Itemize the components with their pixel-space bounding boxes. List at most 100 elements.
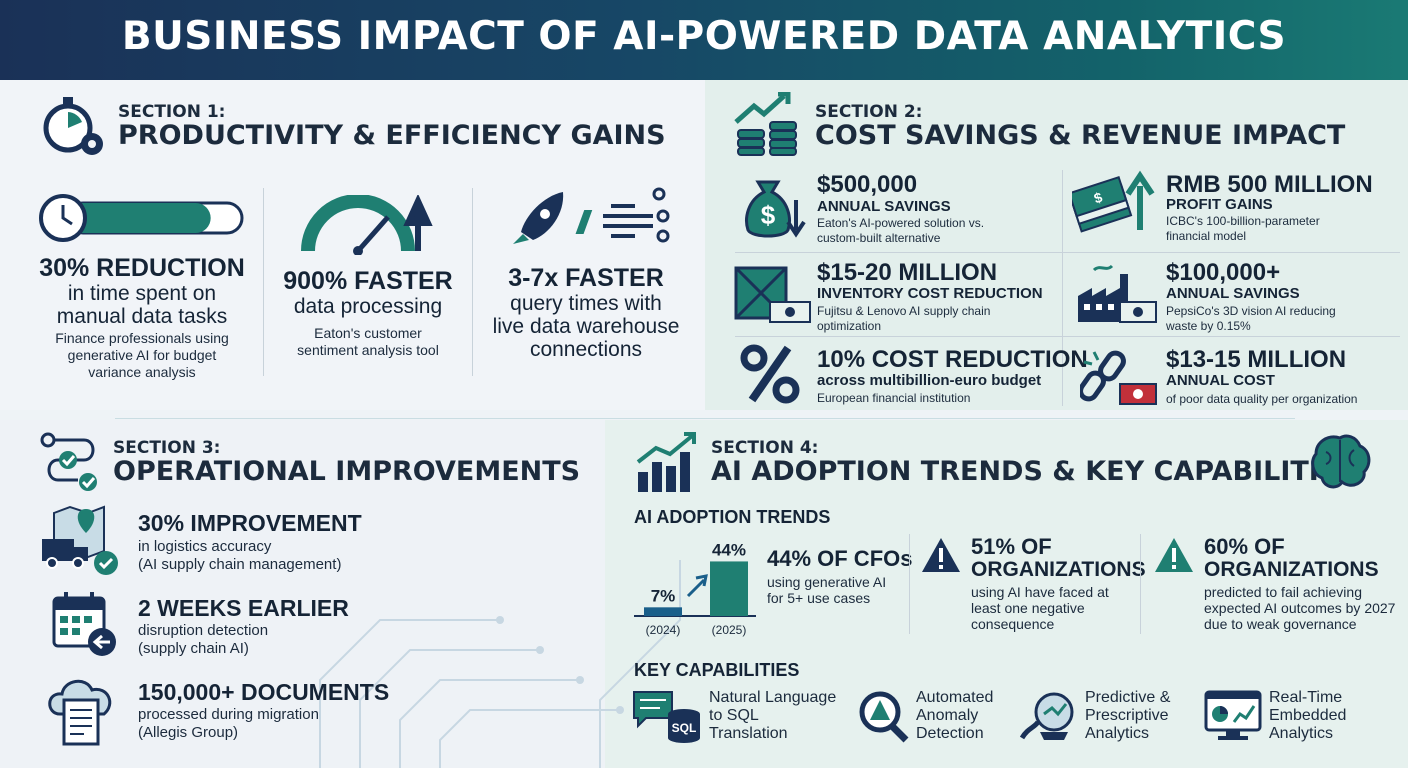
- section-divider: [115, 418, 1295, 419]
- cost-item-1-label: ANNUAL SAVINGS: [817, 198, 951, 215]
- divider: [1140, 534, 1141, 634]
- ops-item-1-desc2: (AI supply chain management): [138, 556, 342, 573]
- ops-item-3-desc2: (Allegis Group): [138, 724, 239, 741]
- warning-icon: [1153, 536, 1195, 574]
- cloud-document-icon: [44, 674, 124, 748]
- stat1-desc2: generative AI for budget: [67, 347, 217, 363]
- growth-coins-icon: [732, 92, 802, 156]
- stat1-line2: in time spent on: [67, 282, 217, 305]
- cash-stack-icon: $: [1072, 170, 1158, 236]
- cost-item-4-desc2: waste by 0.15%: [1166, 319, 1251, 333]
- cost-item-5-desc1: European financial institution: [817, 391, 971, 405]
- warn1-desc3: consequence: [971, 616, 1055, 632]
- sql-chat-icon: SQL: [632, 688, 702, 744]
- sql-badge: SQL: [672, 721, 697, 735]
- warn2-desc3: due to weak governance: [1204, 616, 1357, 632]
- chart-bar-2: [710, 561, 748, 616]
- cost-item-4-desc1: PepsiCo's 3D vision AI reducing: [1166, 304, 1336, 318]
- stat2-headline: 900% FASTER: [283, 267, 453, 295]
- divider: [1062, 170, 1063, 406]
- divider: [263, 188, 264, 376]
- cost-item-3-desc2: optimization: [817, 319, 882, 333]
- cost-item-2-headline: RMB 500 MILLION: [1166, 171, 1373, 198]
- chart-trend-arrow: [686, 574, 708, 598]
- cost-item-6-label: ANNUAL COST: [1166, 372, 1275, 389]
- clock-progress-icon: [38, 193, 248, 243]
- trends-label: AI ADOPTION TRENDS: [634, 507, 831, 527]
- chart-data-label-1: 7%: [651, 586, 676, 605]
- cost-item-3-desc1: Fujitsu & Lenovo AI supply chain: [817, 304, 991, 318]
- ops-item-3-headline: 150,000+ DOCUMENTS: [138, 679, 390, 705]
- factory-icon: [1074, 260, 1160, 328]
- cost-item-4-label: ANNUAL SAVINGS: [1166, 285, 1300, 302]
- cost-item-2-desc1: ICBC's 100-billion-parameter: [1166, 214, 1320, 228]
- cost-item-1-desc2: custom-built alternative: [817, 231, 941, 245]
- divider: [472, 188, 473, 376]
- ops-item-1-desc1: in logistics accuracy: [138, 538, 272, 555]
- section2-panel: [705, 80, 1408, 410]
- capability-3-label: Predictive & Prescriptive Analytics: [1085, 689, 1171, 742]
- cost-item-5-headline: 10% COST REDUCTION: [817, 346, 1088, 373]
- cfo-desc1: using generative AI: [767, 574, 887, 590]
- stat1-desc1: Finance professionals using: [55, 330, 229, 346]
- rocket-icon: [503, 186, 673, 256]
- divider: [735, 336, 1400, 337]
- ops-item-2-desc1: disruption detection: [138, 622, 269, 639]
- chart-category-label-1: (2024): [646, 623, 681, 637]
- divider: [909, 534, 910, 634]
- cost-item-2-desc2: financial model: [1166, 229, 1247, 243]
- capability-1-label: Natural Language to SQL Translation: [709, 689, 837, 742]
- anomaly-search-icon: [856, 690, 912, 744]
- section3-kicker: SECTION 3:: [113, 438, 221, 458]
- warn1-headline2: ORGANIZATIONS: [971, 558, 1146, 581]
- crystal-ball-icon: [1020, 688, 1082, 744]
- crate-icon: [734, 264, 814, 326]
- stat3-line2: query times with: [510, 292, 662, 315]
- brain-icon: [1308, 432, 1374, 492]
- cfo-headline: 44% OF CFOs: [767, 546, 913, 571]
- warn2-desc1: predicted to fail achieving: [1204, 584, 1362, 600]
- section2-title: COST SAVINGS & REVENUE IMPACT: [815, 120, 1346, 151]
- warn2-headline2: ORGANIZATIONS: [1204, 558, 1379, 581]
- stat1-desc3: variance analysis: [88, 364, 196, 380]
- broken-link-icon: [1080, 346, 1160, 408]
- stat2-line2: data processing: [293, 295, 443, 318]
- page-title: BUSINESS IMPACT OF AI-POWERED DATA ANALY…: [121, 14, 1287, 59]
- svg-text:$: $: [761, 200, 776, 230]
- cost-item-1-desc1: Eaton's AI-powered solution vs.: [817, 216, 985, 230]
- cost-item-3-label: INVENTORY COST REDUCTION: [817, 285, 1043, 302]
- section1-panel: [0, 80, 705, 410]
- warn1-headline1: 51% OF: [971, 534, 1052, 559]
- warn1-desc2: least one negative: [971, 600, 1085, 616]
- workflow-check-icon: [38, 430, 104, 496]
- capabilities-label: KEY CAPABILITIES: [634, 660, 800, 680]
- stat2-desc2: sentiment analysis tool: [297, 342, 439, 358]
- section4-title: AI ADOPTION TRENDS & KEY CAPABILITIES: [711, 456, 1357, 487]
- ops-item-2-headline: 2 WEEKS EARLIER: [138, 595, 349, 621]
- chart-data-label-2: 44%: [712, 540, 746, 559]
- section2-kicker: SECTION 2:: [815, 102, 923, 122]
- dashboard-icon: [1204, 690, 1262, 742]
- percent-icon: [738, 342, 802, 406]
- warning-icon: [920, 536, 962, 574]
- stat1-line3: manual data tasks: [56, 305, 228, 328]
- cost-item-5-label: across multibillion-euro budget: [817, 372, 1042, 389]
- ops-item-1-headline: 30% IMPROVEMENT: [138, 510, 362, 536]
- stopwatch-gear-icon: [38, 92, 108, 162]
- chart-category-label-2: (2025): [712, 623, 747, 637]
- capability-4-label: Real-Time Embedded Analytics: [1269, 689, 1347, 742]
- stat1-headline: 30% REDUCTION: [39, 254, 245, 282]
- cost-item-6-headline: $13-15 MILLION: [1166, 346, 1347, 373]
- stat3-line4: connections: [529, 338, 643, 361]
- stat2-desc1: Eaton's customer: [314, 325, 422, 341]
- ops-item-2-desc2: (supply chain AI): [138, 640, 249, 657]
- warn2-headline1: 60% OF: [1204, 534, 1285, 559]
- section3-title: OPERATIONAL IMPROVEMENTS: [113, 456, 581, 487]
- header-banner: BUSINESS IMPACT OF AI-POWERED DATA ANALY…: [0, 0, 1408, 80]
- cfo-desc2: for 5+ use cases: [767, 590, 871, 606]
- cost-item-6-desc1: of poor data quality per organization: [1166, 392, 1358, 406]
- stat3-headline: 3-7x FASTER: [508, 264, 664, 292]
- cost-item-1-headline: $500,000: [817, 171, 918, 198]
- bar-growth-icon: [634, 432, 700, 494]
- delivery-map-icon: [40, 505, 122, 577]
